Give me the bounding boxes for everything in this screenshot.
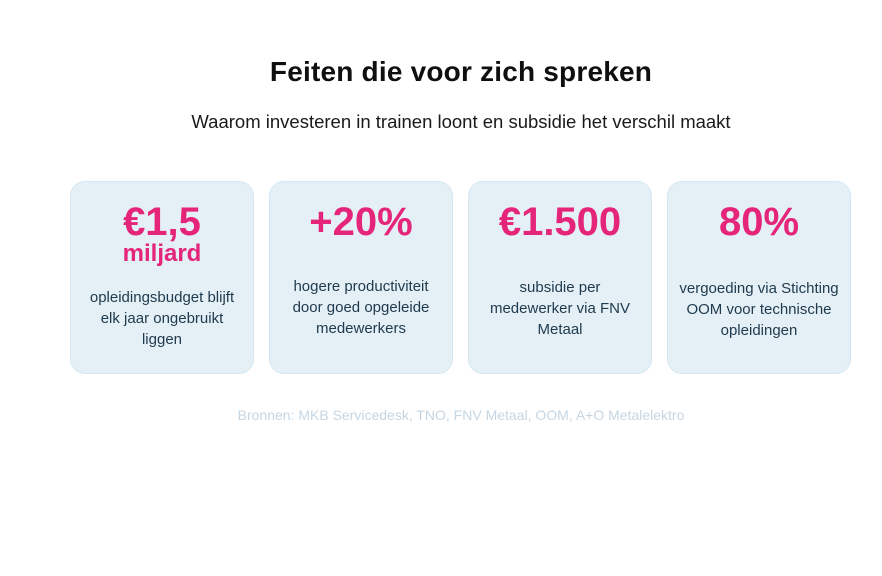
fact-description: opleidingsbudget blijft elk jaar ongebru… [89, 289, 235, 348]
fact-card-oom: 80% vergoeding via Stichting OOM voor te… [667, 181, 851, 374]
fact-stat-unit: miljard [122, 240, 202, 267]
fact-stat: +20% [309, 200, 413, 244]
page-title: Feiten die voor zich spreken [269, 56, 653, 87]
fact-card-productivity: +20% hogere productiviteit door goed opg… [269, 181, 453, 374]
fact-stat: €1,5 [123, 200, 201, 244]
fact-stat: 80% [718, 200, 800, 244]
fact-description: hogere productiviteit door goed opgeleid… [292, 278, 430, 337]
fact-stat: €1.500 [498, 200, 622, 244]
fact-description: subsidie per medewerker via FNV Metaal [489, 279, 631, 338]
fact-cards: €1,5 miljard opleidingsbudget blijft elk… [70, 181, 851, 374]
fact-card-budget: €1,5 miljard opleidingsbudget blijft elk… [70, 181, 254, 374]
sources-note: Bronnen: MKB Servicedesk, TNO, FNV Metaa… [237, 407, 685, 423]
fact-card-subsidy: €1.500 subsidie per medewerker via FNV M… [468, 181, 652, 374]
fact-description: vergoeding via Stichting OOM voor techni… [679, 280, 839, 339]
page-subtitle: Waarom investeren in trainen loont en su… [191, 111, 731, 132]
